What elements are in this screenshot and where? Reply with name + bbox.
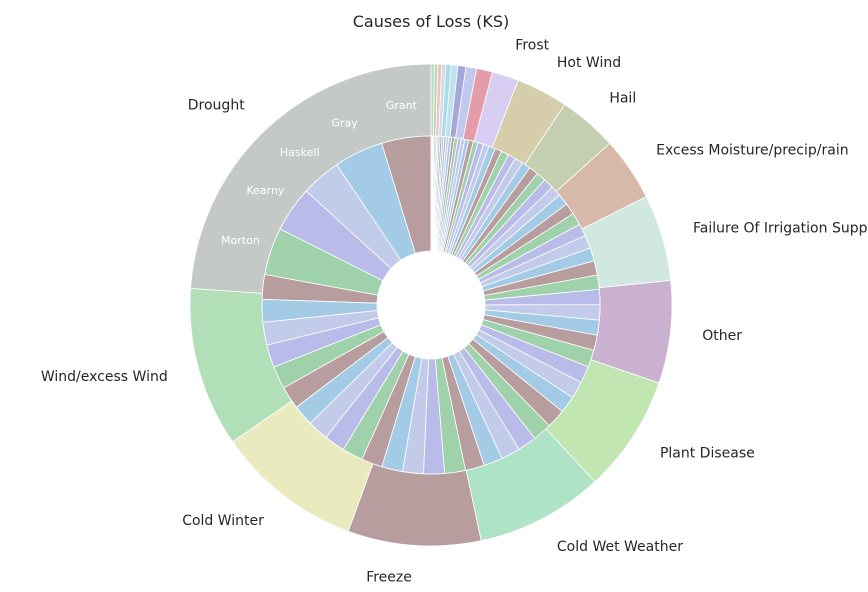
- outer-label-hot-wind: Hot Wind: [557, 55, 621, 71]
- outer-label-plant-disease: Plant Disease: [660, 446, 755, 462]
- outer-slice-freeze: [347, 463, 482, 547]
- outer-label-wind-excess-wind: Wind/excess Wind: [41, 369, 168, 385]
- inner-label-morton: Morton: [221, 234, 260, 247]
- outer-label-frost: Frost: [515, 37, 549, 53]
- outer-label-freeze: Freeze: [366, 569, 412, 585]
- inner-label-haskell: Haskell: [280, 146, 320, 159]
- outer-labels: Drought Wind/excess Wind Cold Winter Freeze…: [41, 37, 868, 585]
- chart-title: Causes of Loss (KS): [353, 12, 510, 31]
- inner-labels: Grant Gray Haskell Kearny Morton: [221, 99, 418, 247]
- outer-label-other: Other: [702, 328, 742, 344]
- inner-label-gray: Gray: [331, 116, 358, 129]
- outer-label-excess-moisture-precip-rain: Excess Moisture/precip/rain: [656, 143, 848, 159]
- outer-ring: [189, 63, 673, 547]
- inner-slice-slice-72: [430, 135, 433, 252]
- inner-label-grant: Grant: [386, 99, 418, 112]
- outer-label-failure-of-irrigation-supply: Failure Of Irrigation Supply: [693, 220, 868, 236]
- outer-label-hail: Hail: [609, 90, 636, 106]
- inner-label-kearny: Kearny: [246, 184, 284, 197]
- outer-label-cold-winter: Cold Winter: [182, 513, 264, 529]
- outer-slice-slice-20: [430, 63, 435, 137]
- inner-ring: [261, 135, 601, 475]
- outer-label-cold-wet-weather: Cold Wet Weather: [557, 539, 683, 555]
- outer-label-drought: Drought: [188, 97, 245, 113]
